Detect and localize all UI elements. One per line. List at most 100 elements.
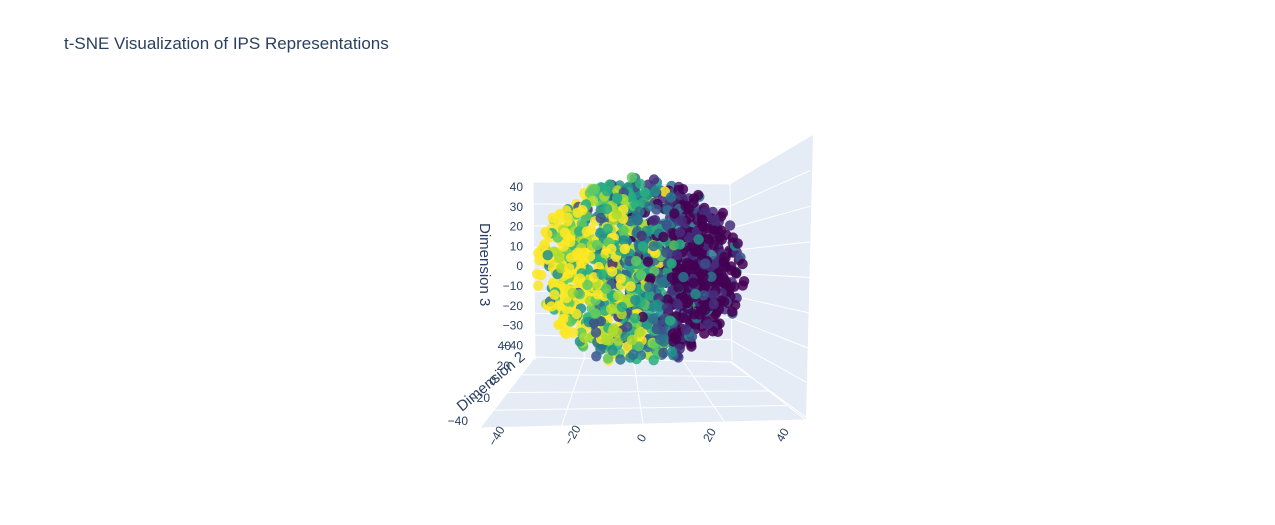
grid-line (479, 419, 807, 429)
data-point (682, 257, 693, 268)
data-point (680, 324, 692, 335)
y-tick-label: −20 (470, 391, 491, 405)
data-point (681, 298, 692, 309)
x-tick-label: 20 (700, 425, 719, 444)
data-point (562, 212, 573, 223)
data-point (665, 192, 676, 203)
data-point (564, 263, 575, 274)
data-point (678, 312, 689, 324)
grid-line (729, 294, 811, 314)
data-point (684, 212, 695, 223)
data-point (591, 239, 603, 251)
z-tick-label: −20 (503, 299, 524, 313)
y-tick-label: 0 (489, 374, 496, 388)
data-point (632, 215, 643, 226)
data-point (615, 354, 626, 365)
data-point (729, 281, 740, 292)
data-point (719, 251, 730, 263)
data-point (554, 252, 565, 264)
y-tick-label: 40 (498, 339, 512, 353)
data-point (590, 308, 601, 319)
data-point (720, 277, 731, 288)
data-points (531, 172, 750, 366)
data-point (592, 289, 603, 300)
data-point (568, 327, 579, 338)
x-tick-label: 40 (773, 425, 792, 444)
data-point (602, 353, 614, 364)
data-point (547, 212, 558, 223)
data-point (648, 355, 659, 366)
z-axis-title: Dimension 3 (476, 223, 493, 306)
data-point (571, 308, 582, 320)
data-point (708, 290, 719, 301)
data-point (708, 299, 719, 310)
data-point (726, 265, 737, 276)
data-point (669, 208, 680, 219)
data-point (634, 327, 645, 338)
data-point (680, 200, 691, 211)
data-point (589, 183, 601, 195)
data-point (648, 215, 659, 226)
data-point (595, 316, 607, 327)
data-point (579, 332, 590, 343)
data-point (642, 256, 654, 267)
data-point (635, 270, 647, 281)
grid-line (729, 241, 811, 252)
grid-line (729, 361, 811, 421)
data-point (732, 238, 743, 249)
data-point (558, 241, 569, 252)
data-point (601, 203, 613, 215)
data-point (636, 230, 647, 241)
z-tick-label: 40 (510, 180, 524, 194)
data-point (630, 294, 641, 306)
data-point (639, 187, 651, 198)
data-point (566, 252, 577, 263)
data-point (582, 279, 593, 291)
data-point (637, 311, 648, 323)
data-point (602, 223, 613, 234)
data-point (637, 241, 649, 252)
data-point (539, 239, 550, 250)
y-tick-label: −40 (448, 414, 469, 428)
data-point (625, 281, 636, 292)
data-point (635, 178, 646, 189)
grid-line (682, 360, 725, 423)
data-point (698, 271, 709, 282)
data-point (666, 346, 678, 358)
data-point (714, 232, 725, 243)
grid-line (729, 317, 811, 350)
data-point (549, 289, 560, 300)
data-point (594, 227, 606, 239)
data-point (661, 219, 672, 231)
z-tick-label: −40 (503, 338, 524, 352)
data-point (533, 280, 544, 291)
x-tick-label: 0 (634, 431, 650, 444)
data-point (664, 315, 676, 326)
grid-line (731, 361, 807, 421)
data-point (699, 281, 711, 293)
data-point (596, 269, 607, 280)
z-tick-label: −30 (503, 319, 524, 333)
z-tick-label: 30 (510, 200, 524, 214)
data-point (595, 212, 606, 224)
data-point (616, 301, 628, 313)
z-tick-label: 0 (516, 259, 523, 273)
data-point (627, 349, 639, 360)
z-tick-label: 20 (510, 220, 524, 234)
data-point (572, 207, 583, 218)
data-point (574, 226, 585, 237)
data-point (627, 334, 638, 346)
data-point (561, 304, 572, 315)
data-point (535, 270, 547, 281)
data-point (674, 239, 686, 250)
data-point (662, 302, 673, 313)
data-point (738, 276, 750, 287)
data-point (644, 290, 656, 301)
data-point (611, 209, 622, 220)
data-point (615, 273, 626, 284)
data-point (690, 288, 701, 300)
data-point (648, 240, 659, 252)
data-point (590, 327, 602, 338)
data-point (706, 271, 717, 282)
